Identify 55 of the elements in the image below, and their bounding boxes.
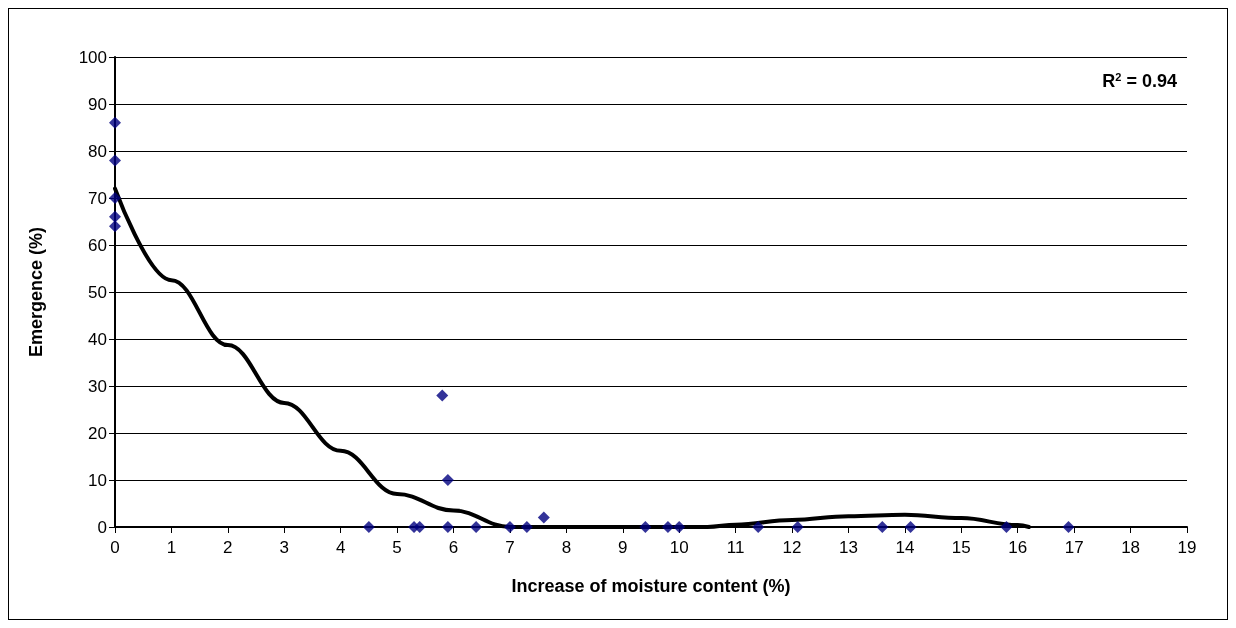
y-tick-label: 30 xyxy=(88,376,107,396)
point xyxy=(413,521,426,533)
x-axis-title: Increase of moisture content (%) xyxy=(511,576,791,596)
y-tick-label: 40 xyxy=(88,329,107,349)
point xyxy=(109,116,121,129)
point xyxy=(436,389,449,402)
point xyxy=(537,511,550,524)
point xyxy=(503,521,516,533)
y-tick-label: 100 xyxy=(78,47,107,67)
x-tick-label: 12 xyxy=(782,538,802,557)
point xyxy=(362,521,375,533)
x-tick-label: 7 xyxy=(505,538,515,557)
point xyxy=(109,210,121,223)
x-tick-label: 11 xyxy=(726,538,745,557)
point xyxy=(109,220,121,233)
x-tick-label: 4 xyxy=(335,538,346,557)
x-tick-label: 17 xyxy=(1064,538,1084,557)
y-tick-label: 10 xyxy=(88,470,107,490)
x-tick-label: 9 xyxy=(618,538,628,557)
x-tick-label: 1 xyxy=(166,538,177,557)
point xyxy=(791,521,804,533)
x-tick-label: 14 xyxy=(895,538,915,557)
x-tick-label: 6 xyxy=(448,538,459,557)
point xyxy=(752,521,765,533)
x-tick-label: 3 xyxy=(279,538,289,557)
x-tick-label: 13 xyxy=(839,538,858,557)
point xyxy=(1000,521,1013,533)
x-tick-label: 10 xyxy=(669,538,689,557)
y-tick-label: 60 xyxy=(88,235,107,255)
point xyxy=(876,521,889,533)
y-tick-label: 90 xyxy=(88,94,107,114)
y-tick-label: 70 xyxy=(88,188,107,208)
x-tick-label: 5 xyxy=(392,538,402,557)
y-axis-title: Emergence (%) xyxy=(26,226,46,358)
point xyxy=(520,521,533,533)
y-tick-label: 20 xyxy=(88,423,107,443)
point xyxy=(470,521,483,533)
x-tick-label: 15 xyxy=(951,538,971,557)
x-tick-label: 2 xyxy=(223,538,233,557)
point xyxy=(109,154,121,167)
point xyxy=(441,474,454,486)
x-tick-label: 0 xyxy=(110,538,120,557)
point xyxy=(904,521,917,533)
y-tick-label: 50 xyxy=(88,282,107,302)
y-tick-label: 0 xyxy=(97,517,107,537)
point xyxy=(673,521,686,533)
point xyxy=(441,521,454,533)
point xyxy=(1062,521,1075,533)
point xyxy=(639,521,652,533)
x-tick-label: 8 xyxy=(561,538,572,557)
x-tick-label: 16 xyxy=(1008,538,1028,557)
x-tick-label: 19 xyxy=(1177,538,1197,557)
y-tick-label: 80 xyxy=(88,141,107,161)
point xyxy=(661,521,674,533)
x-tick-label: 18 xyxy=(1121,538,1141,557)
